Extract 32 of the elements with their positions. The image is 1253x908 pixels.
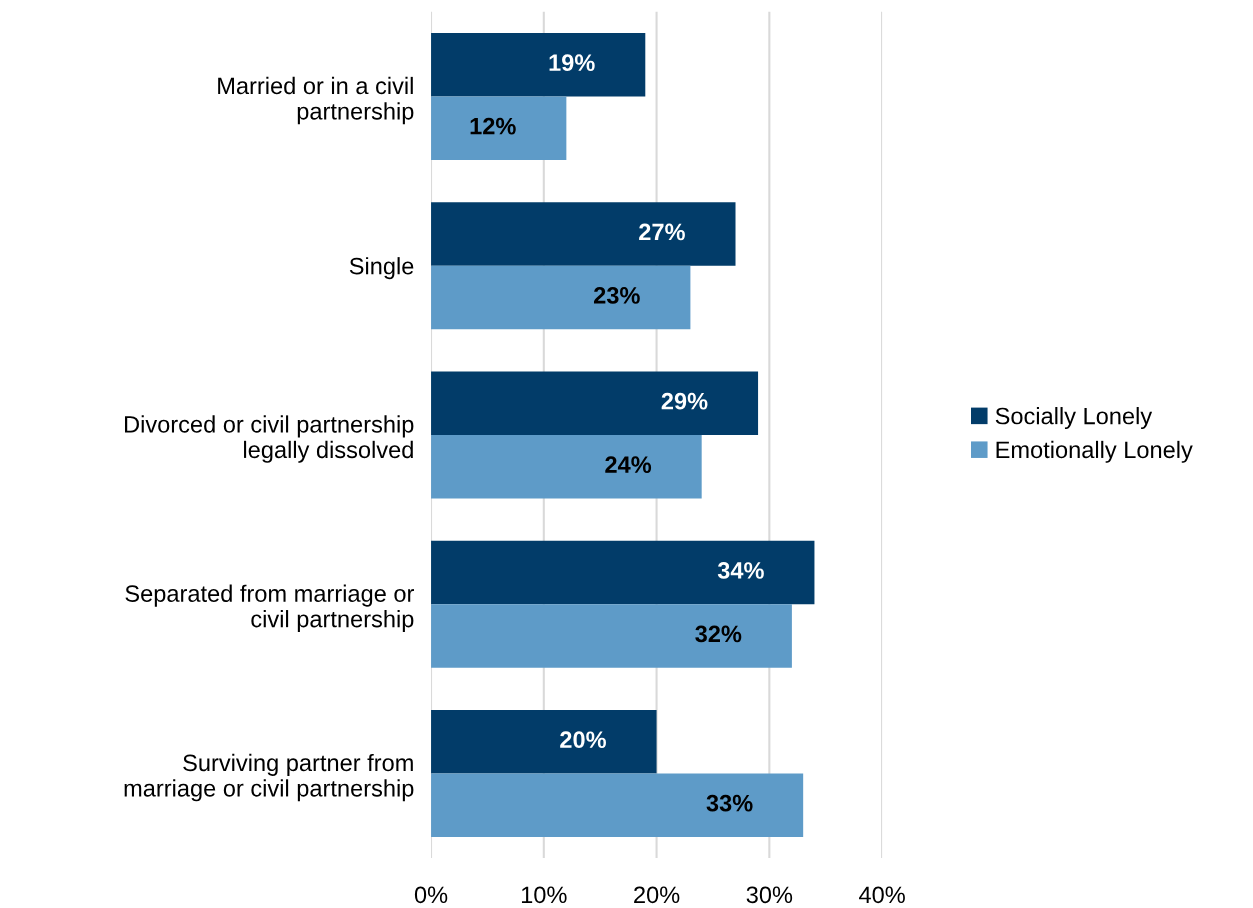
bar: [431, 32, 646, 97]
y-tick-label: Single: [349, 257, 414, 280]
legend-label: Socially Lonely: [995, 407, 1153, 430]
data-label: 23%: [594, 287, 640, 304]
y-tick-label: Married or in a civil partnership: [218, 76, 414, 125]
bar: [431, 540, 815, 605]
y-tick-label: Separated from marriage or civil partnership: [125, 584, 414, 633]
data-label: 34%: [717, 562, 764, 579]
y-tick-label: Surviving partner from marriage or civil partnership: [124, 753, 414, 802]
x-tick-label: 0%: [414, 886, 448, 904]
x-tick-label: 30%: [746, 886, 793, 904]
bar: [431, 371, 759, 435]
data-label: 19%: [549, 54, 595, 72]
bar: [431, 265, 691, 330]
bar: [431, 202, 736, 266]
y-tick-label: Divorced or civil partnership legally dissolved: [125, 415, 414, 463]
bar: [431, 709, 657, 774]
data-label: 32%: [695, 625, 742, 643]
bar: [431, 604, 792, 668]
x-tick-label: 40%: [859, 886, 905, 904]
data-label: 12%: [470, 117, 516, 135]
bar: [431, 773, 804, 837]
x-tick-label: 20%: [634, 886, 680, 904]
data-label: 29%: [661, 392, 708, 410]
bar: [431, 96, 567, 160]
data-label: 27%: [639, 223, 685, 241]
x-tick-label: 10%: [521, 886, 567, 904]
data-label: 33%: [706, 794, 753, 812]
data-label: 20%: [560, 731, 606, 749]
legend-label: Emotionally Lonely: [996, 440, 1193, 463]
bar: [431, 434, 702, 499]
data-label: 24%: [605, 456, 652, 473]
